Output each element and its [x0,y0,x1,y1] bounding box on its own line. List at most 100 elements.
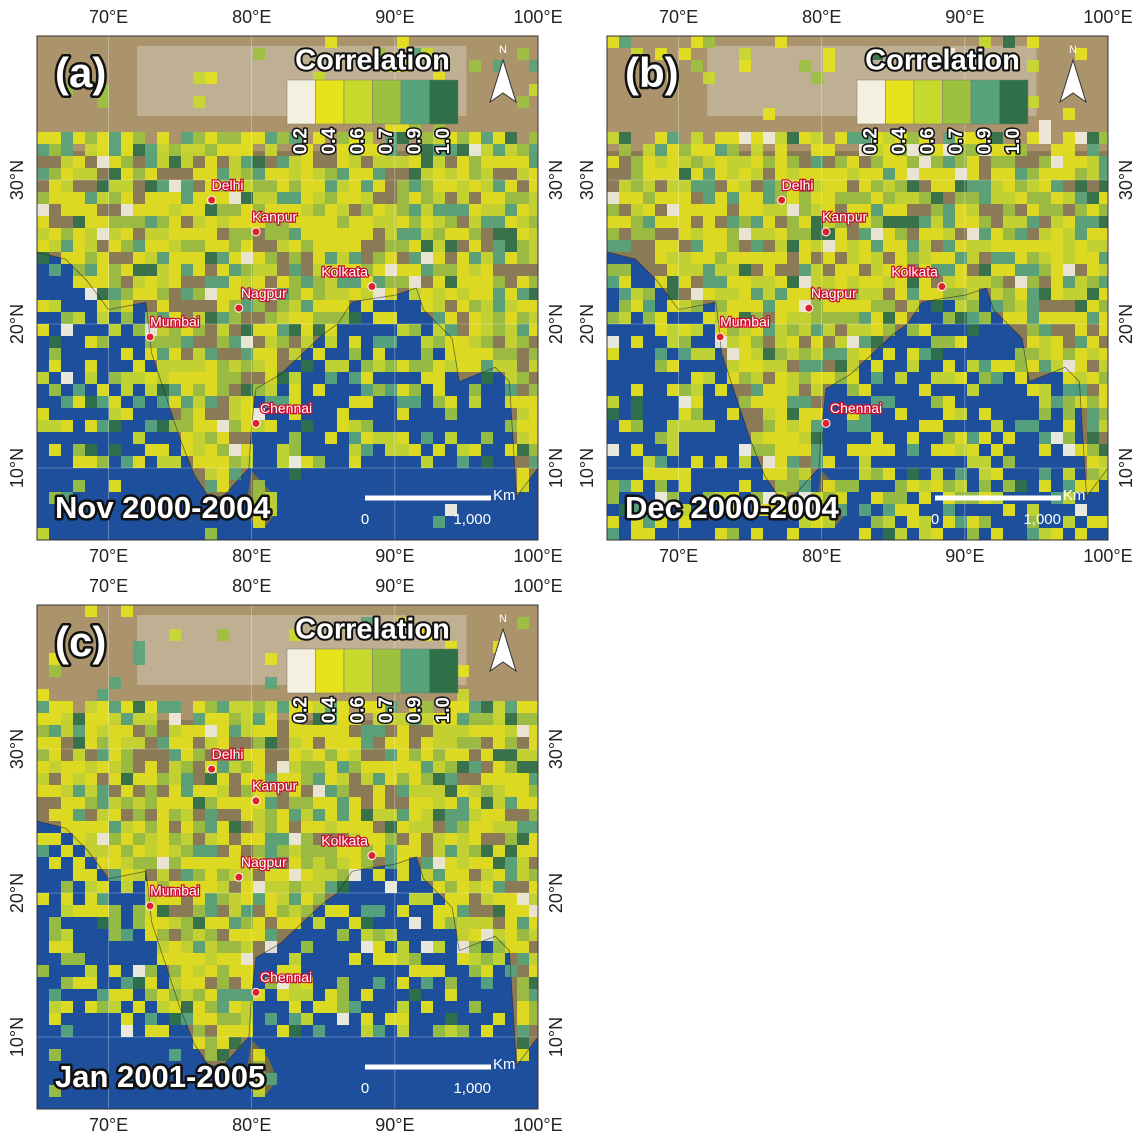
map-cell [469,833,481,845]
map-cell [289,324,301,336]
map-cell [457,252,469,264]
map-cell [61,785,73,797]
map-cell [811,192,823,204]
map-cell [205,420,217,432]
map-cell [85,360,97,372]
map-cell [277,917,289,929]
map-cell [217,629,229,641]
map-cell [505,288,517,300]
map-cell [61,180,73,192]
map-cell [1051,156,1063,168]
map-cell [325,773,337,785]
map-cell [1063,360,1075,372]
map-cell [145,989,157,1001]
map-cell [229,965,241,977]
map-cell [1039,384,1051,396]
map-cell [991,420,1003,432]
map-cell [469,288,481,300]
map-cell [823,180,835,192]
map-cell [193,905,205,917]
map-cell [181,132,193,144]
map-cell [181,761,193,773]
map-cell [49,857,61,869]
map-cell [325,432,337,444]
map-cell [121,216,133,228]
map-cell [337,228,349,240]
map-cell [301,989,313,1001]
map-cell [61,168,73,180]
map-cell [823,144,835,156]
legend-tick: 0.6 [347,697,368,723]
map-cell [349,857,361,869]
map-cell [337,977,349,989]
map-cell [871,192,883,204]
map-cell [169,845,181,857]
map-cell [337,761,349,773]
map-cell [481,276,493,288]
map-cell [205,396,217,408]
map-cell [481,252,493,264]
map-cell [205,845,217,857]
map-cell [679,264,691,276]
map-cell [493,144,505,156]
city-label: Kolkata [321,832,368,848]
map-cell [1087,156,1099,168]
map-cell [1051,432,1063,444]
map-cell [1063,396,1075,408]
map-cell [97,396,109,408]
map-cell [217,300,229,312]
map-cell [265,653,277,665]
map-cell [517,893,529,905]
map-cell [145,725,157,737]
map-cell [895,408,907,420]
map-cell [667,420,679,432]
map-cell [73,953,85,965]
map-cell [193,869,205,881]
map-cell [37,749,49,761]
map-cell [301,312,313,324]
map-cell [457,725,469,737]
map-cell [253,749,265,761]
map-cell [847,300,859,312]
scale-start: 0 [361,511,369,528]
map-cell [631,168,643,180]
map-cell [337,240,349,252]
map-cell [1087,468,1099,480]
map-cell [517,785,529,797]
map-cell [883,396,895,408]
map-cell [919,516,931,528]
x-tick-label: 80°E [802,546,841,566]
y-tick-label: 10°N [546,1017,566,1057]
map-cell [607,348,619,360]
map-cell [1075,336,1087,348]
map-cell [49,713,61,725]
map-cell [979,228,991,240]
map-cell [157,420,169,432]
map-cell [457,785,469,797]
map-cell [991,252,1003,264]
map-cell [763,156,775,168]
map-cell [493,797,505,809]
map-cell [61,725,73,737]
map-cell [277,132,289,144]
map-cell [517,749,529,761]
map-cell [859,240,871,252]
map-cell [325,216,337,228]
map-cell [361,917,373,929]
map-cell [517,953,529,965]
map-cell [145,144,157,156]
map-cell [643,300,655,312]
map-cell [763,456,775,468]
map-cell [907,288,919,300]
map-cell [325,797,337,809]
map-cell [727,156,739,168]
map-cell [229,456,241,468]
map-cell [85,264,97,276]
map-cell [529,917,541,929]
map-cell [715,204,727,216]
map-cell [205,228,217,240]
map-cell [289,881,301,893]
map-cell [397,1025,409,1037]
map-cell [253,821,265,833]
map-cell [253,701,265,713]
